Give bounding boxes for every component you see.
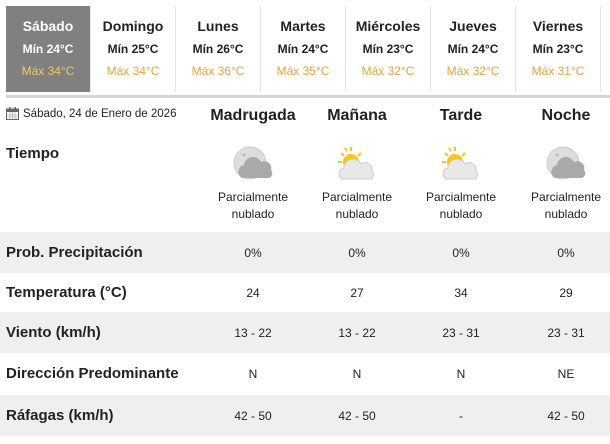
max-temp: Máx 34°C	[106, 64, 160, 78]
period-header: Mañana	[327, 107, 387, 124]
row-value: 29	[559, 285, 573, 300]
max-temp: Máx 34°C	[21, 64, 75, 78]
row-label: Viento (km/h)	[6, 324, 101, 341]
day-name: Miércoles	[355, 18, 421, 34]
condition-cell: Parcialmente nublado	[307, 145, 407, 223]
table-row: Dirección Predominante N N N NE	[0, 353, 610, 394]
date-label: Sábado, 24 de Enero de 2026	[6, 107, 176, 120]
min-temp: Mín 24°C	[22, 42, 74, 56]
period-header: Madrugada	[210, 107, 296, 124]
condition-text: nublado	[544, 207, 588, 221]
row-value: 42 - 50	[547, 408, 585, 423]
day-name: Martes	[280, 18, 326, 34]
day-name: Jueves	[449, 18, 497, 34]
max-temp: Máx 32°C	[361, 64, 415, 78]
row-value: 0%	[244, 245, 262, 260]
table-row: Prob. Precipitación 0% 0% 0% 0%	[0, 232, 610, 273]
moon-cloud-icon	[203, 145, 303, 185]
day-tab-6[interactable]: Viernes Mín 23°C Máx 31°C	[516, 6, 601, 92]
min-temp: Mín 24°C	[447, 42, 499, 56]
row-label: Dirección Predominante	[6, 365, 179, 382]
day-tab-1[interactable]: Domingo Mín 25°C Máx 34°C	[91, 6, 176, 92]
day-tab-3[interactable]: Martes Mín 24°C Máx 35°C	[261, 6, 346, 92]
day-tab-5[interactable]: Jueves Mín 24°C Máx 32°C	[431, 6, 516, 92]
sun-cloud-icon	[307, 145, 407, 185]
condition-text: nublado	[439, 207, 483, 221]
day-name: Domingo	[102, 18, 164, 34]
min-temp: Mín 23°C	[362, 42, 414, 56]
day-tab-2[interactable]: Lunes Mín 26°C Máx 36°C	[176, 6, 261, 92]
row-value: 34	[454, 285, 468, 300]
max-temp: Máx 36°C	[191, 64, 245, 78]
table-row: Ráfagas (km/h) 42 - 50 42 - 50 - 42 - 50	[0, 395, 610, 436]
row-value: 42 - 50	[338, 408, 376, 423]
max-temp: Máx 32°C	[446, 64, 500, 78]
moon-cloud-icon	[516, 145, 610, 185]
row-value: N	[456, 366, 466, 381]
row-value: 0%	[557, 245, 575, 260]
condition-text: Parcialmente	[530, 190, 602, 204]
row-value: 24	[246, 285, 260, 300]
row-value: N	[352, 366, 362, 381]
row-label: Temperatura (°C)	[6, 284, 127, 301]
row-value: 0%	[348, 245, 366, 260]
row-value: -	[459, 408, 463, 423]
max-temp: Máx 35°C	[276, 64, 330, 78]
table-row: Temperatura (°C) 24 27 34 29	[0, 272, 610, 313]
condition-text: nublado	[231, 207, 275, 221]
condition-text: Parcialmente	[321, 190, 393, 204]
period-header: Noche	[541, 107, 591, 124]
row-value: 13 - 22	[338, 325, 376, 340]
period-header: Tarde	[439, 107, 483, 124]
day-name: Sábado	[22, 18, 74, 34]
min-temp: Mín 26°C	[192, 42, 244, 56]
min-temp: Mín 24°C	[277, 42, 329, 56]
condition-cell: Parcialmente nublado	[516, 145, 610, 223]
day-tab-4[interactable]: Miércoles Mín 23°C Máx 32°C	[346, 6, 431, 92]
tiempo-label: Tiempo	[6, 145, 60, 162]
row-value: NE	[557, 366, 575, 381]
day-tabs: Sábado Mín 24°C Máx 34°C Domingo Mín 25°C Máx…	[6, 6, 601, 92]
condition-text: Parcialmente	[217, 190, 289, 204]
day-tab-0[interactable]: Sábado Mín 24°C Máx 34°C	[6, 6, 91, 92]
sun-cloud-icon	[411, 145, 511, 185]
condition-text: nublado	[335, 207, 379, 221]
calendar-icon	[6, 107, 19, 120]
divider	[6, 95, 610, 98]
row-value: 23 - 31	[442, 325, 480, 340]
row-value: 27	[350, 285, 364, 300]
row-value: 23 - 31	[547, 325, 585, 340]
condition-text: Parcialmente	[425, 190, 497, 204]
condition-cell: Parcialmente nublado	[411, 145, 511, 223]
min-temp: Mín 23°C	[532, 42, 584, 56]
row-label: Prob. Precipitación	[6, 244, 143, 261]
day-name: Lunes	[197, 18, 239, 34]
min-temp: Mín 25°C	[107, 42, 159, 56]
max-temp: Máx 31°C	[531, 64, 585, 78]
row-value: 42 - 50	[234, 408, 272, 423]
condition-cell: Parcialmente nublado	[203, 145, 303, 223]
table-row: Viento (km/h) 13 - 22 13 - 22 23 - 31 23 - 3…	[0, 312, 610, 353]
row-value: 13 - 22	[234, 325, 272, 340]
date-text: Sábado, 24 de Enero de 2026	[23, 107, 177, 120]
row-label: Ráfagas (km/h)	[6, 407, 114, 424]
row-value: 0%	[452, 245, 470, 260]
row-value: N	[248, 366, 258, 381]
day-name: Viernes	[532, 18, 584, 34]
